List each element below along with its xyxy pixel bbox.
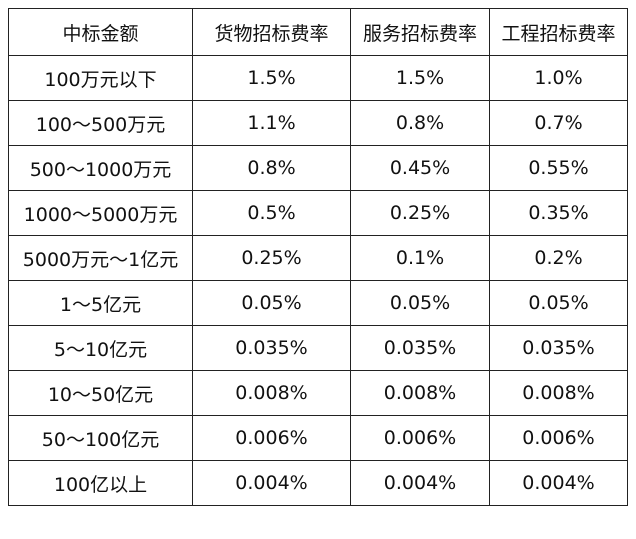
table-header-row: 中标金额 货物招标费率 服务招标费率 工程招标费率 xyxy=(8,8,628,56)
fee-rate-table: 中标金额 货物招标费率 服务招标费率 工程招标费率 100万元以下 1.5% 1… xyxy=(8,8,628,506)
goods-rate-cell: 0.05% xyxy=(192,280,351,326)
bid-amount-cell: 50～100亿元 xyxy=(8,415,193,461)
table-row: 100～500万元 1.1% 0.8% 0.7% xyxy=(8,100,628,146)
service-rate-cell: 0.008% xyxy=(350,370,490,416)
engineering-rate-cell: 0.05% xyxy=(489,280,628,326)
table-row: 1～5亿元 0.05% 0.05% 0.05% xyxy=(8,280,628,326)
engineering-rate-cell: 0.35% xyxy=(489,190,628,236)
goods-rate-cell: 0.25% xyxy=(192,235,351,281)
goods-rate-cell: 0.006% xyxy=(192,415,351,461)
goods-rate-cell: 0.5% xyxy=(192,190,351,236)
table-row: 5～10亿元 0.035% 0.035% 0.035% xyxy=(8,325,628,371)
goods-rate-cell: 1.1% xyxy=(192,100,351,146)
bid-amount-cell: 100～500万元 xyxy=(8,100,193,146)
bid-amount-cell: 500～1000万元 xyxy=(8,145,193,191)
header-bid-amount: 中标金额 xyxy=(8,8,193,56)
service-rate-cell: 0.05% xyxy=(350,280,490,326)
bid-amount-cell: 100亿以上 xyxy=(8,460,193,506)
engineering-rate-cell: 0.7% xyxy=(489,100,628,146)
header-service-rate: 服务招标费率 xyxy=(350,8,490,56)
engineering-rate-cell: 0.55% xyxy=(489,145,628,191)
service-rate-cell: 1.5% xyxy=(350,55,490,101)
bid-amount-cell: 5～10亿元 xyxy=(8,325,193,371)
header-goods-rate: 货物招标费率 xyxy=(192,8,351,56)
table-row: 50～100亿元 0.006% 0.006% 0.006% xyxy=(8,415,628,461)
bid-amount-cell: 10～50亿元 xyxy=(8,370,193,416)
engineering-rate-cell: 0.035% xyxy=(489,325,628,371)
engineering-rate-cell: 0.2% xyxy=(489,235,628,281)
table-row: 100亿以上 0.004% 0.004% 0.004% xyxy=(8,460,628,506)
goods-rate-cell: 1.5% xyxy=(192,55,351,101)
service-rate-cell: 0.035% xyxy=(350,325,490,371)
goods-rate-cell: 0.008% xyxy=(192,370,351,416)
engineering-rate-cell: 0.006% xyxy=(489,415,628,461)
service-rate-cell: 0.006% xyxy=(350,415,490,461)
bid-amount-cell: 5000万元～1亿元 xyxy=(8,235,193,281)
bid-amount-cell: 100万元以下 xyxy=(8,55,193,101)
engineering-rate-cell: 0.004% xyxy=(489,460,628,506)
service-rate-cell: 0.8% xyxy=(350,100,490,146)
service-rate-cell: 0.45% xyxy=(350,145,490,191)
goods-rate-cell: 0.035% xyxy=(192,325,351,371)
table-row: 100万元以下 1.5% 1.5% 1.0% xyxy=(8,55,628,101)
table-row: 500～1000万元 0.8% 0.45% 0.55% xyxy=(8,145,628,191)
service-rate-cell: 0.25% xyxy=(350,190,490,236)
table-row: 5000万元～1亿元 0.25% 0.1% 0.2% xyxy=(8,235,628,281)
goods-rate-cell: 0.004% xyxy=(192,460,351,506)
engineering-rate-cell: 1.0% xyxy=(489,55,628,101)
engineering-rate-cell: 0.008% xyxy=(489,370,628,416)
goods-rate-cell: 0.8% xyxy=(192,145,351,191)
header-engineering-rate: 工程招标费率 xyxy=(489,8,628,56)
table-row: 1000～5000万元 0.5% 0.25% 0.35% xyxy=(8,190,628,236)
table-row: 10～50亿元 0.008% 0.008% 0.008% xyxy=(8,370,628,416)
bid-amount-cell: 1000～5000万元 xyxy=(8,190,193,236)
bid-amount-cell: 1～5亿元 xyxy=(8,280,193,326)
service-rate-cell: 0.004% xyxy=(350,460,490,506)
service-rate-cell: 0.1% xyxy=(350,235,490,281)
